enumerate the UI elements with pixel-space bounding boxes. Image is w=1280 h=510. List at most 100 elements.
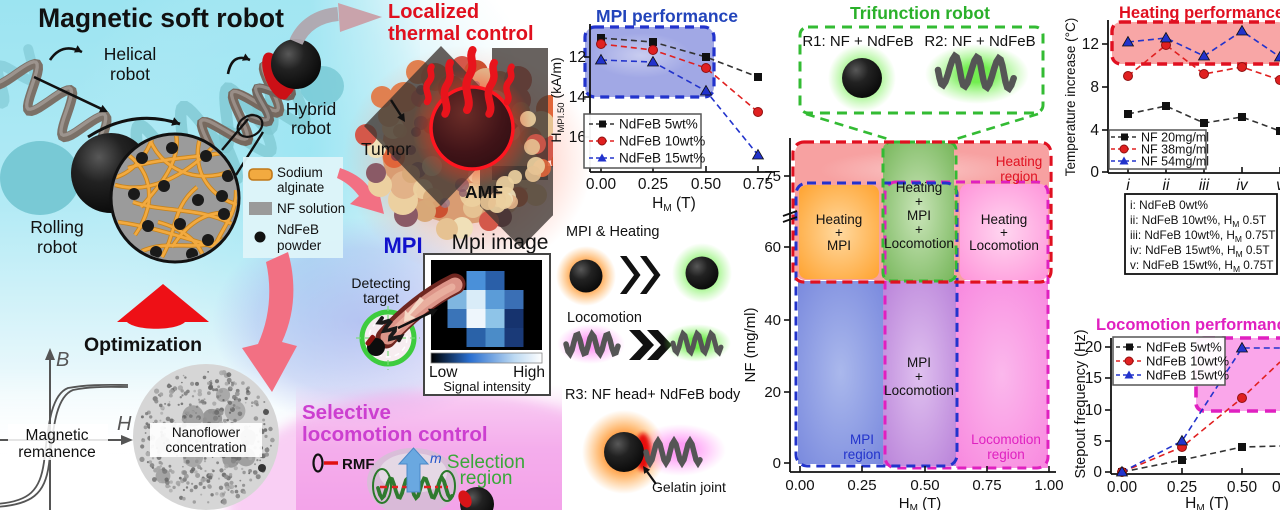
svg-text:Locomotion performance: Locomotion performance bbox=[1096, 316, 1280, 334]
svg-text:12: 12 bbox=[569, 49, 586, 66]
svg-text:i: NdFeB 0wt%: i: NdFeB 0wt% bbox=[1130, 198, 1209, 212]
svg-text:1.00: 1.00 bbox=[1034, 477, 1063, 494]
svg-text:region: region bbox=[987, 447, 1025, 462]
svg-text:ii: ii bbox=[1163, 177, 1170, 194]
svg-text:MPI: MPI bbox=[383, 233, 422, 258]
svg-text:+: + bbox=[915, 222, 923, 237]
svg-text:0.00: 0.00 bbox=[785, 477, 814, 494]
svg-text:Heating: Heating bbox=[996, 154, 1043, 169]
svg-text:Helical: Helical bbox=[104, 44, 157, 64]
svg-text:m: m bbox=[430, 450, 442, 466]
svg-text:Hybrid: Hybrid bbox=[286, 99, 337, 119]
svg-text:region: region bbox=[460, 468, 513, 489]
svg-text:0.: 0. bbox=[1272, 479, 1280, 496]
svg-text:remanence: remanence bbox=[18, 444, 96, 461]
svg-text:0.50: 0.50 bbox=[1227, 479, 1258, 496]
svg-text:H: H bbox=[117, 413, 132, 435]
svg-text:NdFeB 10wt%: NdFeB 10wt% bbox=[1146, 354, 1230, 369]
svg-text:Nanoflower: Nanoflower bbox=[172, 425, 241, 440]
svg-text:iv: NdFeB 15wt%, HM 0.5T: iv: NdFeB 15wt%, HM 0.5T bbox=[1130, 243, 1270, 259]
svg-text:HM (T): HM (T) bbox=[652, 195, 696, 214]
svg-text:concentration: concentration bbox=[165, 440, 246, 455]
svg-text:NF 38mg/ml: NF 38mg/ml bbox=[1141, 143, 1209, 157]
svg-text:Heating: Heating bbox=[981, 212, 1028, 227]
svg-text:0.50: 0.50 bbox=[910, 477, 939, 494]
svg-text:0.00: 0.00 bbox=[586, 176, 617, 193]
svg-text:NdFeB 15wt%: NdFeB 15wt% bbox=[619, 151, 705, 166]
svg-text:Sodium: Sodium bbox=[277, 165, 323, 180]
svg-text:target: target bbox=[363, 290, 399, 306]
svg-text:robot: robot bbox=[291, 118, 331, 138]
svg-text:Locomotion: Locomotion bbox=[971, 432, 1041, 447]
svg-text:Magnetic: Magnetic bbox=[26, 427, 89, 444]
svg-text:20: 20 bbox=[764, 384, 781, 401]
svg-text:60: 60 bbox=[764, 239, 781, 256]
svg-text:powder: powder bbox=[277, 238, 322, 253]
svg-text:Localized: Localized bbox=[388, 1, 479, 23]
svg-text:16: 16 bbox=[569, 129, 586, 146]
svg-text:robot: robot bbox=[110, 64, 150, 84]
svg-text:Heating: Heating bbox=[816, 212, 863, 227]
svg-text:region: region bbox=[843, 447, 881, 462]
svg-text:Signal intensity: Signal intensity bbox=[443, 379, 531, 394]
svg-text:region: region bbox=[1000, 169, 1038, 184]
svg-text:Selective: Selective bbox=[302, 401, 391, 424]
svg-text:10: 10 bbox=[1085, 402, 1103, 419]
svg-text:+: + bbox=[915, 369, 923, 384]
svg-text:iii: NdFeB 10wt%, HM 0.75T: iii: NdFeB 10wt%, HM 0.75T bbox=[1130, 228, 1275, 244]
svg-text:NdFeB 5wt%: NdFeB 5wt% bbox=[1146, 340, 1222, 355]
svg-text:NdFeB 10wt%: NdFeB 10wt% bbox=[619, 134, 705, 149]
svg-text:B: B bbox=[56, 349, 69, 371]
svg-text:4: 4 bbox=[1090, 122, 1099, 139]
svg-text:AMF: AMF bbox=[465, 182, 503, 202]
svg-text:v: v bbox=[1276, 177, 1280, 194]
svg-text:Low: Low bbox=[429, 364, 458, 381]
svg-text:thermal control: thermal control bbox=[388, 23, 534, 45]
svg-text:20: 20 bbox=[1085, 339, 1103, 356]
svg-text:5: 5 bbox=[1093, 433, 1102, 450]
svg-text:iv: iv bbox=[1236, 177, 1248, 194]
svg-text:MPI: MPI bbox=[827, 238, 851, 253]
svg-text:v: NdFeB 15wt%, HM 0.75T: v: NdFeB 15wt%, HM 0.75T bbox=[1130, 258, 1273, 274]
svg-text:MPI: MPI bbox=[907, 355, 931, 370]
svg-text:i: i bbox=[1126, 177, 1130, 194]
svg-text:MPI: MPI bbox=[907, 208, 931, 223]
svg-text:robot: robot bbox=[37, 237, 77, 257]
svg-text:0.25: 0.25 bbox=[847, 477, 876, 494]
svg-text:iii: iii bbox=[1199, 177, 1210, 194]
svg-text:Selection: Selection bbox=[447, 452, 525, 473]
svg-text:40: 40 bbox=[764, 312, 781, 329]
svg-text:+: + bbox=[835, 225, 843, 240]
svg-text:Locomotion: Locomotion bbox=[969, 238, 1039, 253]
svg-text:ii: NdFeB 10wt%, HM 0.5T: ii: NdFeB 10wt%, HM 0.5T bbox=[1130, 213, 1266, 229]
svg-text:RMF: RMF bbox=[342, 456, 375, 473]
svg-text:Locomotion: Locomotion bbox=[884, 236, 954, 251]
svg-text:Rolling: Rolling bbox=[30, 217, 84, 237]
svg-text:alginate: alginate bbox=[277, 180, 324, 195]
svg-text:HM (T): HM (T) bbox=[899, 495, 942, 510]
svg-text:Heating: Heating bbox=[896, 180, 943, 195]
svg-text:0.75: 0.75 bbox=[743, 176, 773, 193]
svg-text:12: 12 bbox=[1082, 36, 1099, 53]
svg-text:MPI & Heating: MPI & Heating bbox=[566, 224, 660, 240]
svg-text:High: High bbox=[513, 364, 545, 381]
svg-text:Temperature increase (°C): Temperature increase (°C) bbox=[1063, 18, 1078, 176]
svg-text:NdFeB 15wt%: NdFeB 15wt% bbox=[1146, 368, 1230, 383]
svg-text:Optimization: Optimization bbox=[84, 334, 202, 356]
svg-text:Trifunction robot: Trifunction robot bbox=[850, 3, 990, 23]
svg-text:R1: NF + NdFeB: R1: NF + NdFeB bbox=[802, 33, 913, 50]
svg-text:0.25: 0.25 bbox=[1167, 479, 1197, 496]
svg-text:NF (mg/ml): NF (mg/ml) bbox=[742, 308, 759, 383]
svg-text:MPI: MPI bbox=[850, 432, 874, 447]
svg-text:0: 0 bbox=[1093, 464, 1102, 481]
svg-text:Mpi image: Mpi image bbox=[452, 231, 549, 254]
svg-text:0.75: 0.75 bbox=[972, 477, 1001, 494]
svg-text:0: 0 bbox=[773, 455, 781, 472]
svg-text:0.50: 0.50 bbox=[691, 176, 722, 193]
svg-text:+: + bbox=[915, 194, 923, 209]
svg-text:NF 20mg/ml: NF 20mg/ml bbox=[1141, 131, 1209, 145]
svg-text:Magnetic soft robot: Magnetic soft robot bbox=[38, 3, 284, 33]
svg-text:Locomotion: Locomotion bbox=[884, 383, 954, 398]
svg-text:MPI performance: MPI performance bbox=[596, 6, 738, 26]
svg-text:75: 75 bbox=[764, 168, 781, 185]
